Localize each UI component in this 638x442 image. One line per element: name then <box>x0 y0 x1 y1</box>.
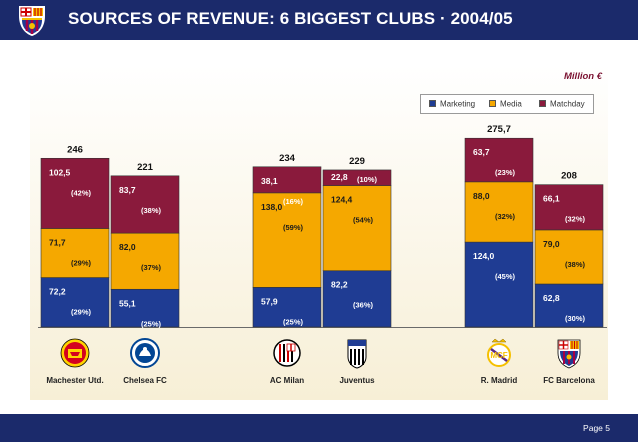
percent-label-matchday-ac-milan: (16%) <box>283 197 304 206</box>
bar-matchday-r-madrid <box>464 137 534 183</box>
bar-marketing-fc-barcelona <box>534 283 604 328</box>
legend-item-media: Media <box>489 99 522 108</box>
percent-label-matchday-fc-barcelona: (32%) <box>565 215 586 224</box>
bar-media-r-madrid <box>464 181 534 243</box>
bar-matchday-machester-utd <box>40 157 110 229</box>
value-label-matchday-ac-milan: 38,1 <box>261 176 278 186</box>
percent-label-marketing-r-madrid: (45%) <box>495 272 516 281</box>
legend-label-marketing: Marketing <box>440 99 476 109</box>
percent-label-marketing-machester-utd: (29%) <box>71 308 92 317</box>
total-label-machester-utd: 246 <box>67 144 83 155</box>
value-label-marketing-fc-barcelona: 62,8 <box>543 293 560 303</box>
percent-label-matchday-juventus: (10%) <box>357 175 378 184</box>
total-label-juventus: 229 <box>349 156 365 167</box>
bar-media-juventus <box>322 185 392 272</box>
value-label-marketing-machester-utd: 72,2 <box>49 287 66 297</box>
value-label-matchday-chelsea-fc: 83,7 <box>119 185 136 195</box>
bar-matchday-juventus <box>322 169 392 186</box>
percent-label-marketing-juventus: (36%) <box>353 301 374 310</box>
svg-text:MCF: MCF <box>490 351 507 360</box>
bar-media-machester-utd <box>40 228 110 278</box>
value-label-matchday-fc-barcelona: 66,1 <box>543 194 560 204</box>
value-label-matchday-machester-utd: 102,5 <box>49 167 71 177</box>
value-label-marketing-r-madrid: 124,0 <box>473 251 495 261</box>
category-label-juventus: Juventus <box>339 376 375 385</box>
value-label-marketing-juventus: 82,2 <box>331 280 348 290</box>
percent-label-marketing-ac-milan: (25%) <box>283 317 304 326</box>
percent-label-media-fc-barcelona: (38%) <box>565 260 586 269</box>
legend-label-matchday: Matchday <box>550 99 585 109</box>
value-label-media-ac-milan: 138,0 <box>261 202 283 212</box>
juventus-crest-icon <box>347 339 367 369</box>
percent-label-matchday-chelsea-fc: (38%) <box>141 206 162 215</box>
fc-barcelona-crest-icon <box>19 6 45 36</box>
page-number: Page 5 <box>583 423 610 433</box>
chart-legend: Marketing Media Matchday <box>420 94 594 114</box>
percent-label-matchday-machester-utd: (42%) <box>71 188 92 197</box>
bar-marketing-ac-milan <box>252 287 322 328</box>
fc-barcelona-crest-icon <box>557 339 581 369</box>
percent-label-media-juventus: (54%) <box>353 216 374 225</box>
value-label-matchday-r-madrid: 63,7 <box>473 147 490 157</box>
legend-swatch-marketing <box>429 100 436 108</box>
total-label-fc-barcelona: 208 <box>561 171 577 182</box>
bar-matchday-fc-barcelona <box>534 184 604 231</box>
percent-label-marketing-chelsea-fc: (25%) <box>141 319 162 328</box>
legend-label-media: Media <box>500 99 522 109</box>
value-label-media-r-madrid: 88,0 <box>473 191 490 201</box>
value-label-matchday-juventus: 22,8 <box>331 172 348 182</box>
percent-label-media-chelsea-fc: (37%) <box>141 263 162 272</box>
percent-label-marketing-fc-barcelona: (30%) <box>565 314 586 323</box>
bar-marketing-machester-utd <box>40 277 110 328</box>
category-label-chelsea-fc: Chelsea FC <box>123 376 167 385</box>
category-label-ac-milan: AC Milan <box>270 376 304 385</box>
bar-media-ac-milan <box>252 192 322 288</box>
total-label-chelsea-fc: 221 <box>137 162 154 173</box>
unit-label: Million € <box>564 71 602 82</box>
bar-marketing-r-madrid <box>464 241 534 328</box>
chelsea-crest-icon <box>130 338 160 368</box>
footer-bar: Page 5 <box>0 414 638 442</box>
value-label-marketing-ac-milan: 57,9 <box>261 296 278 306</box>
bar-matchday-chelsea-fc <box>110 175 180 234</box>
value-label-marketing-chelsea-fc: 55,1 <box>119 298 136 308</box>
bar-matchday-ac-milan <box>252 166 322 194</box>
category-label-fc-barcelona: FC Barcelona <box>543 376 595 385</box>
legend-swatch-matchday <box>539 100 546 108</box>
manchester-united-crest-icon <box>60 338 90 368</box>
real-madrid-crest-icon: MCF <box>487 338 511 367</box>
header-bar: SOURCES OF REVENUE: 6 BIGGEST CLUBS · 20… <box>0 0 638 40</box>
total-label-r-madrid: 275,7 <box>487 124 511 135</box>
legend-swatch-media <box>489 100 496 108</box>
value-label-media-juventus: 124,4 <box>331 195 353 205</box>
percent-label-media-machester-utd: (29%) <box>71 258 92 267</box>
legend-item-matchday: Matchday <box>539 99 585 108</box>
bar-media-fc-barcelona <box>534 229 604 285</box>
value-label-media-chelsea-fc: 82,0 <box>119 242 136 252</box>
percent-label-media-r-madrid: (32%) <box>495 212 516 221</box>
bar-marketing-chelsea-fc <box>110 288 180 328</box>
value-label-media-fc-barcelona: 79,0 <box>543 239 560 249</box>
value-label-media-machester-utd: 71,7 <box>49 237 66 247</box>
percent-label-matchday-r-madrid: (23%) <box>495 168 516 177</box>
total-label-ac-milan: 234 <box>279 153 296 164</box>
category-label-r-madrid: R. Madrid <box>481 376 518 385</box>
legend-item-marketing: Marketing <box>429 99 475 108</box>
percent-label-media-ac-milan: (59%) <box>283 223 304 232</box>
ac-milan-crest-icon <box>273 339 301 367</box>
bar-media-chelsea-fc <box>110 232 180 290</box>
page-title: SOURCES OF REVENUE: 6 BIGGEST CLUBS · 20… <box>68 9 513 28</box>
category-label-machester-utd: Machester Utd. <box>46 376 103 385</box>
